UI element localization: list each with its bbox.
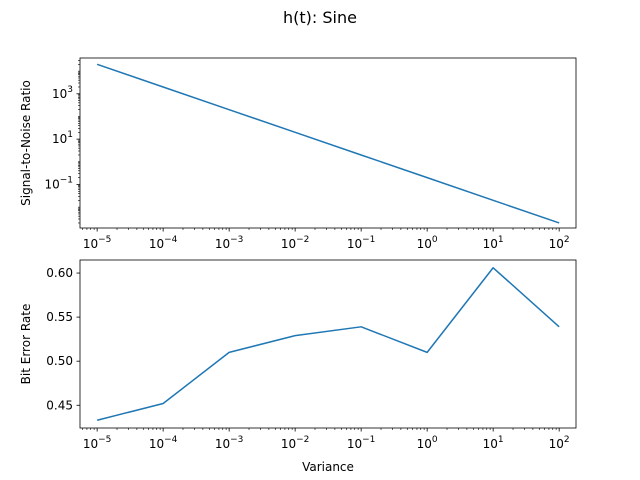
snr-y-tick-label: 103: [52, 85, 73, 101]
ber-y-axis-label: Bit Error Rate: [19, 304, 33, 385]
snr-x-tick-label: 10−2: [281, 235, 310, 251]
figure-suptitle: h(t): Sine: [283, 8, 357, 27]
ber-x-tick-label: 102: [549, 435, 570, 451]
ber-subplot: 10−5 10−4 10−3 10−2 10−1 100 101 102 0.45 0.50 0.5…: [19, 259, 577, 474]
snr-x-tick-label: 10−4: [149, 235, 178, 251]
snr-x-tick-label: 10−5: [83, 235, 112, 251]
ber-y-tick-label: 0.50: [46, 354, 73, 368]
ber-axes-frame: [79, 259, 577, 429]
snr-x-tick-label: 101: [483, 235, 504, 251]
snr-axes-frame: [79, 57, 577, 229]
ber-y-tick-label: 0.55: [46, 310, 73, 324]
snr-x-tick-label: 10−1: [347, 235, 376, 251]
ber-x-tick-label: 101: [483, 435, 504, 451]
snr-x-tick-label: 10−3: [215, 235, 244, 251]
snr-series-line: [96, 63, 560, 224]
ber-x-tick-label: 10−1: [347, 435, 376, 451]
snr-y-axis-label: Signal-to-Noise Ratio: [19, 80, 33, 206]
ber-x-tick-label: 10−5: [83, 435, 112, 451]
snr-x-tick-label: 102: [549, 235, 570, 251]
ber-y-tick-label: 0.45: [46, 398, 73, 412]
ber-x-tick-label: 100: [417, 435, 438, 451]
ber-y-tick-label: 0.60: [46, 266, 73, 280]
snr-y-tick-label: 10−1: [44, 175, 73, 191]
ber-series-line: [96, 267, 560, 421]
snr-y-tick-label: 101: [52, 130, 73, 146]
ber-x-tick-label: 10−4: [149, 435, 178, 451]
snr-x-tick-label: 100: [417, 235, 438, 251]
ber-x-tick-label: 10−3: [215, 435, 244, 451]
ber-x-tick-label: 10−2: [281, 435, 310, 451]
ber-x-axis-label: Variance: [302, 460, 354, 474]
snr-subplot: 10−5 10−4 10−3 10−2 10−1 100 101 102 10−1 101 103 S…: [19, 57, 577, 251]
